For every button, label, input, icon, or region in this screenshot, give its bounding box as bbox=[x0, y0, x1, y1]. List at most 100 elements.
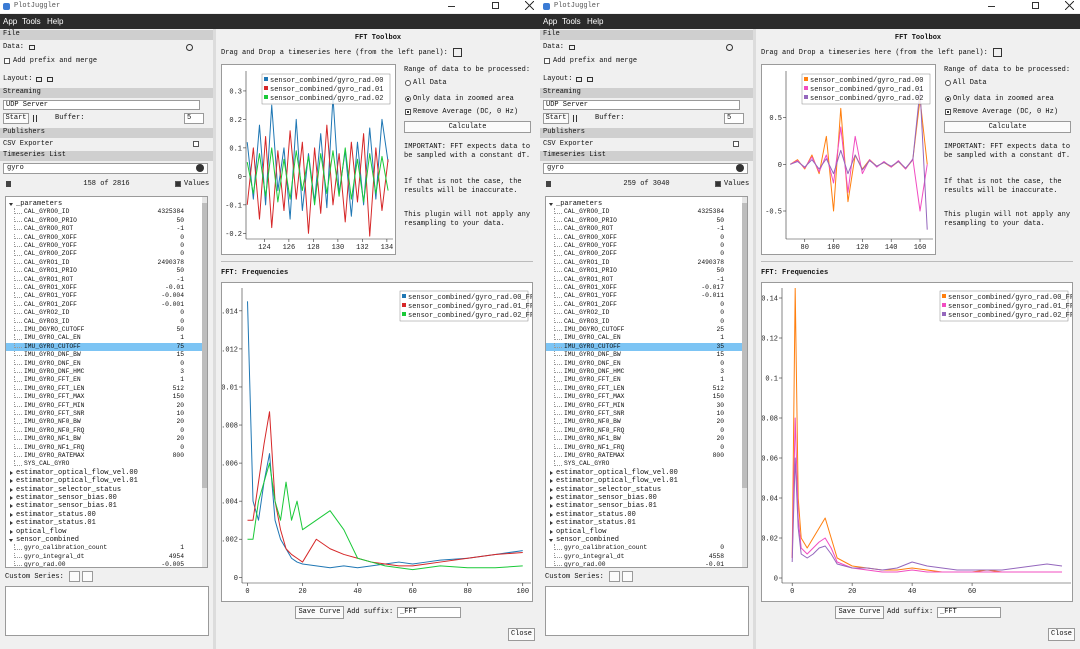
tree-leaf[interactable]: CAL_GYRO0_ROT bbox=[564, 225, 614, 233]
layout-load-icon[interactable] bbox=[36, 77, 42, 82]
tree-leaf[interactable]: CAL_GYRO2_ID bbox=[564, 309, 610, 317]
load-icon[interactable] bbox=[29, 45, 35, 50]
tree-leaf[interactable]: IMU_GYRO_FFT_SNR bbox=[24, 410, 85, 417]
tree-leaf[interactable]: IMU_GYRO_NF1_FRQ bbox=[24, 443, 85, 451]
layout-load-icon[interactable] bbox=[576, 77, 582, 82]
tree-leaf[interactable]: CAL_GYRO1_PRIO bbox=[24, 267, 77, 275]
tree-leaf[interactable]: gyro_rad.00 bbox=[24, 561, 66, 568]
tree-leaf[interactable]: CAL_GYRO1_ZOFF bbox=[564, 300, 617, 308]
suffix-box[interactable]: _FFT bbox=[397, 607, 461, 618]
source-combo[interactable]: UDP Server bbox=[3, 100, 200, 110]
tree-leaf[interactable]: IMU_GYRO_FFT_MIN bbox=[564, 401, 625, 409]
collapsed-arrow[interactable] bbox=[550, 512, 553, 517]
tree-group[interactable]: _parameters bbox=[16, 200, 63, 208]
average-checkbox[interactable] bbox=[945, 109, 951, 115]
tree-leaf[interactable]: IMU_GYRO_FFT_MAX bbox=[24, 393, 85, 401]
tree-group[interactable]: estimator_status.00 bbox=[556, 510, 636, 519]
source-combo[interactable]: UDP Server bbox=[543, 100, 740, 110]
edit-custom[interactable] bbox=[622, 571, 633, 582]
tree-leaf[interactable]: CAL_GYRO2_ID bbox=[24, 309, 70, 317]
tree-leaf[interactable]: CAL_GYRO0_XOFF bbox=[564, 233, 617, 241]
tree-leaf[interactable]: IMU_GYRO_NF0_FRQ bbox=[24, 426, 85, 434]
tree-leaf[interactable]: CAL_GYRO1_ID bbox=[24, 258, 70, 266]
close-button[interactable]: Close bbox=[508, 628, 535, 641]
delete-icon[interactable] bbox=[546, 181, 551, 187]
tree-leaf[interactable]: CAL_GYRO3_ID bbox=[564, 317, 610, 325]
drop-target[interactable] bbox=[993, 48, 1002, 57]
tree-leaf[interactable]: CAL_GYRO1_YOFF bbox=[24, 292, 77, 300]
tree-leaf[interactable]: CAL_GYRO0_PRIO bbox=[564, 216, 617, 224]
save-button[interactable]: Save Curve bbox=[835, 606, 884, 619]
range-radio[interactable] bbox=[405, 96, 411, 102]
menu-item[interactable]: Help bbox=[587, 17, 604, 26]
tree-leaf[interactable]: IMU_GYRO_DNF_EN bbox=[24, 359, 81, 367]
tree-leaf[interactable]: CAL_GYRO0_ID bbox=[564, 208, 610, 216]
tree-group[interactable]: estimator_optical_flow_vel.00 bbox=[556, 468, 678, 477]
collapsed-arrow[interactable] bbox=[550, 487, 553, 492]
save-button[interactable]: Save Curve bbox=[295, 606, 344, 619]
calculate-button[interactable]: Calculate bbox=[944, 121, 1071, 133]
menu-item[interactable]: Tools bbox=[562, 17, 581, 26]
tree-leaf[interactable]: CAL_GYRO0_ZOFF bbox=[564, 250, 617, 258]
tree-group[interactable]: estimator_optical_flow_vel.01 bbox=[556, 477, 678, 486]
collapsed-arrow[interactable] bbox=[10, 487, 13, 492]
collapsed-arrow[interactable] bbox=[10, 512, 13, 517]
calculate-button[interactable]: Calculate bbox=[404, 121, 531, 133]
tree-leaf[interactable]: CAL_GYRO0_ID bbox=[24, 208, 70, 216]
close-window[interactable] bbox=[1065, 1, 1074, 10]
tree-leaf[interactable]: CAL_GYRO0_PRIO bbox=[24, 216, 77, 224]
drop-target[interactable] bbox=[453, 48, 462, 57]
tree-leaf[interactable]: gyro_integral_dt bbox=[24, 552, 85, 560]
tree-group[interactable]: estimator_status.01 bbox=[16, 519, 96, 528]
buffer-box[interactable]: 5 bbox=[724, 113, 744, 124]
tree-leaf[interactable]: IMU_GYRO_CAL_EN bbox=[24, 334, 81, 342]
delete-icon[interactable] bbox=[6, 181, 11, 187]
menu-item[interactable]: Tools bbox=[22, 17, 41, 26]
tree-leaf[interactable]: IMU_GYRO_NF1_FRQ bbox=[564, 443, 625, 451]
start-button[interactable]: Start bbox=[3, 113, 29, 124]
add-custom[interactable] bbox=[609, 571, 620, 582]
tree-group[interactable]: estimator_sensor_bias.01 bbox=[556, 502, 657, 511]
suffix-box[interactable]: _FFT bbox=[937, 607, 1001, 618]
range-radio[interactable] bbox=[405, 80, 411, 86]
layout-save-icon[interactable] bbox=[587, 77, 593, 82]
filter-box[interactable]: gyro bbox=[543, 163, 748, 174]
collapsed-arrow[interactable] bbox=[550, 504, 553, 509]
tree-leaf[interactable]: CAL_GYRO1_ID bbox=[564, 258, 610, 266]
tree-leaf[interactable]: IMU_GYRO_NF1_BW bbox=[564, 435, 621, 443]
collapsed-arrow[interactable] bbox=[10, 496, 13, 500]
tree-leaf[interactable]: IMU_GYRO_FFT_LEN bbox=[24, 384, 85, 392]
tree-leaf[interactable]: IMU_DGYRO_CUTOFF bbox=[564, 326, 625, 333]
tree-leaf[interactable]: IMU_GYRO_DNF_BW bbox=[564, 351, 621, 359]
tree-group[interactable]: _parameters bbox=[556, 200, 603, 208]
edit-custom[interactable] bbox=[82, 571, 93, 582]
menu-item[interactable]: Help bbox=[47, 17, 64, 26]
tree-group[interactable]: sensor_combined bbox=[556, 536, 620, 544]
tree-leaf[interactable]: IMU_GYRO_DNF_HMC bbox=[24, 368, 85, 375]
buffer-box[interactable]: 5 bbox=[184, 113, 204, 124]
csv-checkbox[interactable] bbox=[733, 141, 739, 147]
range-radio[interactable] bbox=[945, 96, 951, 102]
collapsed-arrow[interactable] bbox=[10, 529, 13, 534]
maximize[interactable] bbox=[492, 2, 499, 9]
expanded-arrow[interactable] bbox=[549, 203, 553, 206]
tree-leaf[interactable]: CAL_GYRO0_XOFF bbox=[24, 233, 77, 241]
tree-leaf[interactable]: CAL_GYRO0_YOFF bbox=[24, 242, 77, 249]
tree-group[interactable]: estimator_sensor_bias.00 bbox=[556, 494, 657, 502]
collapsed-arrow[interactable] bbox=[550, 521, 553, 526]
minimize[interactable] bbox=[988, 6, 995, 7]
tree-group[interactable]: estimator_selector_status bbox=[556, 485, 662, 494]
maximize[interactable] bbox=[1032, 2, 1039, 9]
tree-leaf[interactable]: IMU_GYRO_RATEMAX bbox=[24, 452, 85, 459]
menu-item[interactable]: App bbox=[3, 17, 18, 26]
csv-checkbox[interactable] bbox=[193, 141, 199, 147]
tree-group[interactable]: estimator_status.00 bbox=[16, 510, 96, 519]
tree-leaf[interactable]: gyro_rad.00 bbox=[564, 561, 606, 568]
close-button[interactable]: Close bbox=[1048, 628, 1075, 641]
start-button[interactable]: Start bbox=[543, 113, 569, 124]
load-icon[interactable] bbox=[569, 45, 575, 50]
tree-leaf[interactable]: IMU_GYRO_FFT_MIN bbox=[24, 401, 85, 409]
prefix-checkbox[interactable] bbox=[4, 58, 10, 64]
tree-leaf[interactable]: IMU_GYRO_DNF_BW bbox=[24, 351, 81, 359]
tree-group[interactable]: sensor_combined bbox=[16, 536, 80, 544]
